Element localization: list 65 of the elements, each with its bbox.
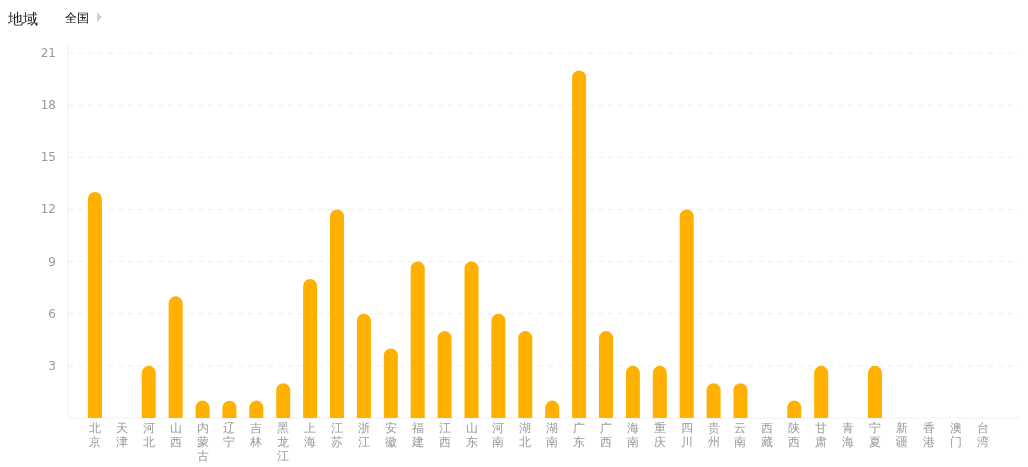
bar [330,209,345,418]
bar [383,348,398,418]
chart-title: 地域 [7,10,38,28]
bar [572,70,587,418]
y-tick-label: 9 [48,254,56,269]
x-tick-label: 广东 [573,421,586,449]
x-tick-label: 山东 [465,421,478,449]
chart-subtitle: 全国 [65,11,89,25]
bar [518,331,533,418]
bar [814,365,829,418]
bar [141,365,156,418]
bar [491,313,506,418]
bar [652,365,667,418]
bar [867,365,882,418]
x-tick-label: 湖北 [519,421,532,449]
x-tick-label: 西藏 [761,421,774,449]
bar [276,383,291,418]
y-tick-label: 18 [40,98,56,113]
y-tick-label: 15 [40,150,56,165]
bar [464,261,479,418]
x-tick-label: 宁夏 [868,421,881,449]
bar [356,313,371,418]
bar [410,261,425,418]
bar [598,331,613,418]
x-tick-label: 湖南 [546,421,559,449]
bar [168,296,183,418]
x-tick-label: 上海 [304,421,317,449]
x-tick-label: 青海 [842,421,855,449]
x-tick-label: 四川 [680,421,693,449]
bar [437,331,452,418]
bar [679,209,694,418]
x-tick-label: 江西 [438,421,451,449]
x-tick-label: 广西 [599,421,612,449]
x-tick-label: 吉林 [249,421,263,449]
x-tick-label: 天津 [115,421,128,449]
y-tick-label: 21 [40,46,56,60]
x-tick-label: 云南 [734,421,747,449]
bar [706,383,721,418]
bar [733,383,748,418]
bar [625,365,640,418]
x-tick-label: 新疆 [895,421,908,449]
x-tick-label: 河南 [492,421,505,449]
x-tick-label: 辽宁 [223,421,236,449]
x-tick-label: 江苏 [331,421,344,449]
bar [87,192,102,418]
x-tick-label: 福建 [410,421,424,449]
y-tick-label: 3 [48,358,56,373]
x-tick-label: 浙江 [357,421,370,449]
x-tick-label: 北京 [88,421,101,449]
y-tick-label: 12 [40,202,56,217]
x-tick-label: 黑龙江 [277,421,290,463]
x-tick-label: 重庆 [653,421,666,449]
x-tick-label: 甘肃 [815,421,828,449]
x-tick-label: 安徽 [384,421,397,449]
x-tick-label: 河北 [142,421,155,449]
x-tick-label: 贵州 [707,421,720,449]
x-tick-label: 海南 [626,421,639,449]
x-tick-label: 陕西 [788,421,801,449]
x-tick-label: 台湾 [976,421,989,449]
x-tick-label: 内蒙古 [196,421,209,463]
x-tick-label: 澳门 [949,421,962,449]
x-tick-label: 香港 [922,421,935,449]
x-tick-label: 山西 [169,421,182,449]
y-tick-label: 6 [48,306,56,321]
bar [303,278,318,418]
